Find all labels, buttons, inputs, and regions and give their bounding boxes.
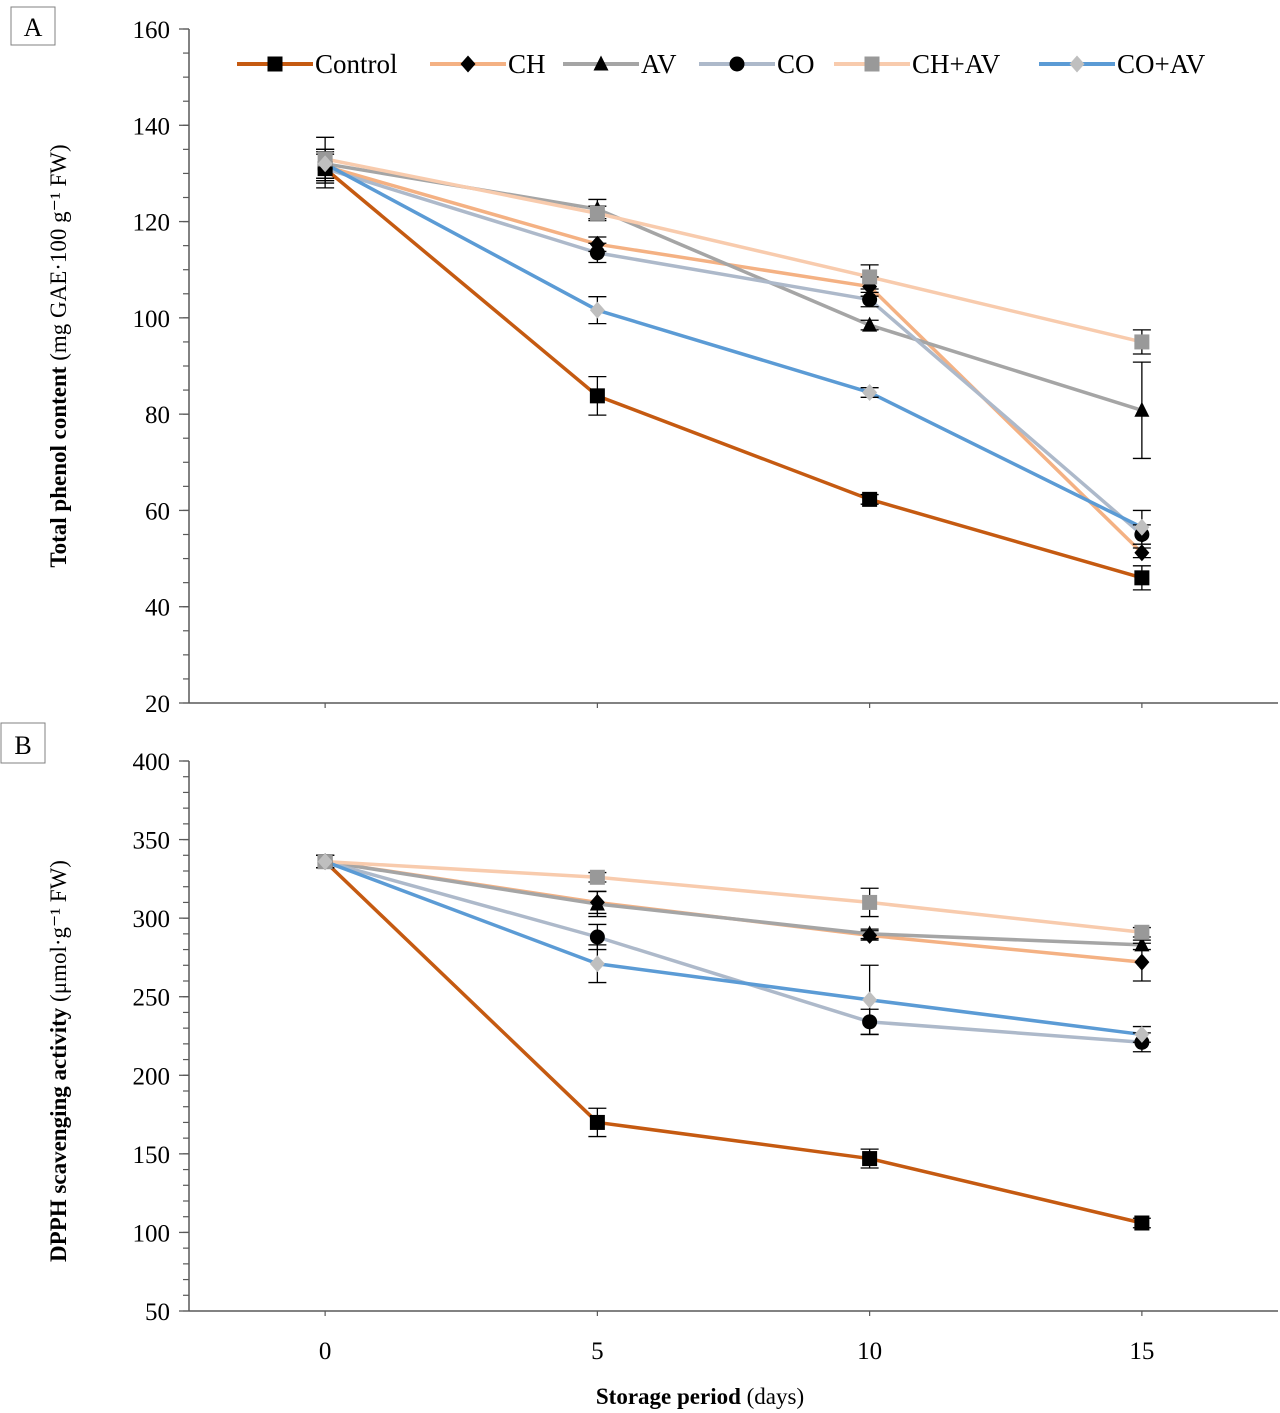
- data-point-ch: [1134, 544, 1150, 562]
- y-tick-label: 40: [145, 595, 170, 622]
- y-tick-label: 80: [145, 402, 170, 429]
- legend: Control CH AV CO CH+AV CO+AV: [237, 49, 1206, 79]
- data-point-av: [862, 316, 878, 332]
- y-tick-label: 20: [145, 691, 170, 718]
- data-point-co: [862, 1014, 878, 1030]
- y-tick-label: 200: [133, 1063, 171, 1090]
- data-point-av: [862, 925, 878, 941]
- data-point-ch-av: [862, 269, 878, 285]
- data-point-control: [862, 1151, 878, 1167]
- x-tick-label: 5: [591, 1338, 604, 1365]
- y-tick-label: 50: [145, 1299, 170, 1326]
- y-tick-label: 150: [133, 1142, 171, 1169]
- series-line-co-av: [324, 859, 1143, 1037]
- data-point-ch-av: [589, 869, 605, 885]
- series-line-ch: [324, 859, 1143, 964]
- data-point-co-av: [589, 301, 605, 319]
- data-point-av: [589, 895, 605, 911]
- panel-label: A: [24, 13, 43, 42]
- data-point-ch-av: [1134, 924, 1150, 940]
- legend-item: CO+AV: [1039, 49, 1206, 79]
- data-point-co-av: [589, 955, 605, 973]
- legend-marker-square-icon: [864, 56, 880, 72]
- y-axis-title-unit: (μmol·g⁻¹ FW): [46, 860, 71, 1008]
- x-axis-title: Storage period (days): [596, 1384, 804, 1409]
- x-axis-title-bold: Storage period: [596, 1384, 741, 1409]
- data-point-co: [862, 292, 878, 308]
- y-axis-title-bold: Total phenol content: [46, 366, 71, 567]
- series-line-co: [324, 859, 1143, 1045]
- legend-item: CH+AV: [834, 49, 1001, 79]
- series-line-co-av: [324, 162, 1143, 529]
- data-point-co-av: [317, 853, 333, 871]
- panel-label-box: [10, 6, 56, 46]
- series-line-av: [324, 859, 1142, 947]
- data-point-control: [1134, 1215, 1150, 1231]
- data-point-control: [589, 388, 605, 404]
- data-point-ch-av: [1134, 334, 1150, 350]
- x-tick-label: 15: [1129, 1338, 1154, 1365]
- data-point-ch-av: [862, 894, 878, 910]
- y-tick-label: 400: [133, 749, 171, 776]
- data-point-co-av: [862, 991, 878, 1009]
- data-point-ch: [1134, 953, 1150, 971]
- legend-label: CO+AV: [1117, 49, 1206, 79]
- data-point-co: [589, 245, 605, 261]
- y-tick-label: 60: [145, 498, 170, 525]
- y-axis-title: DPPH scavenging activity (μmol·g⁻¹ FW): [46, 860, 71, 1262]
- series-line-co: [324, 166, 1144, 536]
- y-axis-title-unit: (mg GAE·100 g⁻¹ FW): [46, 144, 71, 366]
- data-point-co-av: [317, 155, 333, 173]
- panel-a: A 20 40 60 80 100 120 140 160 Total phenol conten…: [10, 6, 1278, 718]
- legend-marker-diamond-icon: [1069, 55, 1085, 73]
- legend-marker-circle-icon: [729, 56, 745, 72]
- x-axis-title-unit: (days): [741, 1384, 804, 1409]
- data-point-co-av: [862, 383, 878, 401]
- series-line-control: [324, 167, 1143, 580]
- series-line-ch-av: [324, 157, 1143, 344]
- series-line-ch: [324, 164, 1144, 555]
- legend-label: CO: [777, 49, 815, 79]
- data-point-co: [589, 929, 605, 945]
- data-point-co-av: [1134, 1025, 1150, 1043]
- data-point-av: [1134, 936, 1150, 952]
- legend-label: Control: [315, 49, 398, 79]
- y-tick-label: 100: [133, 306, 171, 333]
- data-point-co-av: [1134, 518, 1150, 536]
- legend-label: CH: [508, 49, 546, 79]
- y-axis-title: Total phenol content (mg GAE·100 g⁻¹ FW): [46, 144, 71, 567]
- legend-item: CO: [699, 49, 815, 79]
- panel-label-box: [0, 722, 46, 764]
- series-line-ch-av: [325, 859, 1143, 935]
- legend-marker-diamond-icon: [460, 55, 476, 73]
- legend-label: AV: [641, 49, 677, 79]
- legend-marker-square-icon: [267, 56, 283, 72]
- legend-item: CH: [430, 49, 546, 79]
- data-point-control: [1134, 570, 1150, 586]
- legend-item: Control: [237, 49, 398, 79]
- legend-marker-triangle-icon: [593, 55, 609, 71]
- data-point-control: [589, 1114, 605, 1130]
- y-tick-label: 140: [133, 113, 171, 140]
- data-point-ch-av: [589, 205, 605, 221]
- y-tick-label: 120: [133, 210, 171, 237]
- x-tick-label: 10: [857, 1338, 882, 1365]
- y-tick-label: 100: [133, 1220, 171, 1247]
- panel-label: B: [14, 731, 31, 760]
- y-tick-label: 160: [133, 17, 171, 44]
- data-point-control: [862, 491, 878, 507]
- series-line-control: [323, 860, 1143, 1225]
- y-tick-label: 350: [133, 828, 171, 855]
- y-tick-label: 300: [133, 906, 171, 933]
- data-point-av: [1134, 401, 1150, 417]
- x-tick-label: 0: [319, 1338, 332, 1365]
- panel-b: B 50 100 150 200 250 300 350 400 0 5 10 15 DPPH scave…: [0, 722, 1278, 1409]
- y-axis-title-bold: DPPH scavenging activity: [46, 1007, 71, 1262]
- legend-label: CH+AV: [912, 49, 1001, 79]
- y-tick-label: 250: [133, 985, 171, 1012]
- legend-item: AV: [563, 49, 677, 79]
